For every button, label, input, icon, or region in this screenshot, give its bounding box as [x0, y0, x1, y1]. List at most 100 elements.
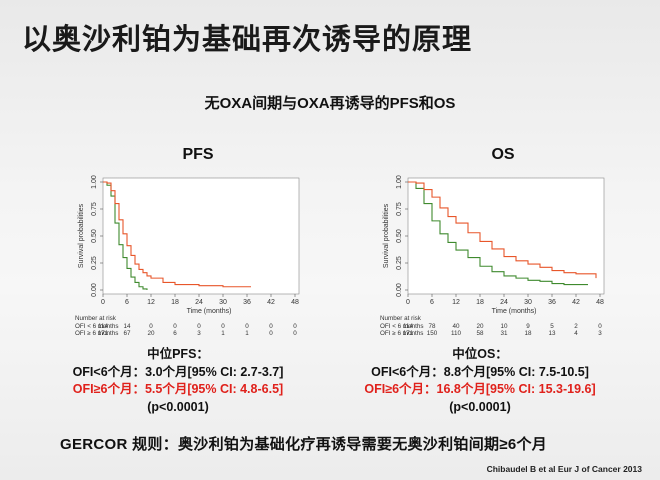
pfs-risk-value: 0: [269, 330, 273, 337]
pfs-x-axis-label: Time (months): [187, 308, 232, 315]
pfs-y-axis-label: Survival probabilities: [78, 203, 85, 268]
pfs-risk-row-label: OFI ≥ 6 months: [75, 330, 118, 337]
pfs-y-tick-label: 1.00: [91, 175, 98, 189]
os-risk-value: 110: [451, 330, 462, 337]
os-x-tick-label: 0: [406, 299, 410, 306]
os-chart-svg: 0.00 0.25 0.50 0.75 1.00 Survival probabiliti…: [380, 175, 605, 337]
pfs-x-tick-label: 0: [101, 299, 105, 306]
os-x-tick-label: 24: [500, 299, 508, 306]
pfs-risk-value: 1: [221, 330, 225, 337]
os-risk-value: 171: [403, 330, 414, 337]
os-x-tick-label: 48: [596, 299, 604, 306]
os-stats-short: OFI<6个月：8.8个月[95% CI: 7.5-10.5]: [371, 364, 589, 379]
pfs-stats-pvalue: (p<0.0001): [147, 399, 209, 414]
pfs-risk-value: 171: [98, 330, 109, 337]
pfs-x-tick-label: 6: [125, 299, 129, 306]
os-risk-value: 13: [548, 330, 556, 337]
pfs-risk-value: 20: [147, 330, 155, 337]
pfs-x-tick-label: 48: [291, 299, 299, 306]
os-risk-value: 40: [452, 323, 460, 330]
pfs-stats-long: OFI≥6个月：5.5个月[95% CI: 4.8-6.5]: [72, 382, 284, 396]
os-x-tick-label: 30: [524, 299, 532, 306]
pfs-risk-value: 114: [98, 323, 109, 330]
os-risk-header: Number at risk: [380, 315, 422, 322]
os-curve-ofi-ge6: [408, 181, 597, 279]
os-x-tick-label: 36: [548, 299, 556, 306]
pfs-median-summary: 中位PFS： OFI<6个月：3.0个月[95% CI: 2.7-3.7] OF…: [48, 346, 308, 416]
pfs-stats-short: OFI<6个月：3.0个月[95% CI: 2.7-3.7]: [72, 364, 284, 379]
os-plot-frame: [407, 177, 605, 295]
os-risk-value: 31: [500, 330, 508, 337]
os-stats-long: OFI≥6个月：16.8个月[95% CI: 15.3-19.6]: [364, 382, 596, 396]
slide-title: 以奥沙利铂为基础再次诱导的原理: [22, 22, 473, 56]
pfs-x-tick-label: 36: [243, 299, 251, 306]
os-stats-pvalue: (p<0.0001): [449, 399, 511, 414]
pfs-x-tick-label: 30: [219, 299, 227, 306]
os-chart: 0.00 0.25 0.50 0.75 1.00 Survival probabiliti…: [378, 146, 628, 340]
os-y-tick-label: 1.00: [396, 175, 403, 189]
os-y-axis-label: Survival probabilities: [383, 203, 390, 268]
pfs-curve-ofi-lt6: [103, 181, 148, 290]
pfs-x-tick-label: 24: [195, 299, 203, 306]
pfs-stats-heading: 中位PFS：: [147, 347, 209, 361]
gercor-rule-note: GERCOR 规则：奥沙利铂为基础化疗再诱导需要无奥沙利铂间期≥6个月: [60, 436, 548, 453]
pfs-y-tick-label: 0.00: [91, 283, 98, 297]
os-risk-value: 114: [403, 323, 414, 330]
os-median-summary: 中位OS： OFI<6个月：8.8个月[95% CI: 7.5-10.5] OF…: [350, 346, 610, 416]
pfs-x-tick-label: 42: [267, 299, 275, 306]
pfs-risk-value: 14: [123, 323, 131, 330]
pfs-y-tick-label: 0.75: [91, 202, 98, 216]
os-risk-value: 78: [428, 323, 436, 330]
pfs-chart: 0.00 0.25 0.50 0.75 1.00 Survival probabiliti…: [73, 146, 323, 340]
os-x-tick-label: 42: [572, 299, 580, 306]
os-risk-value: 2: [574, 323, 578, 330]
os-risk-value: 0: [598, 323, 602, 330]
os-risk-value: 5: [550, 323, 554, 330]
pfs-risk-value: 3: [197, 330, 201, 337]
pfs-y-tick-label: 0.25: [91, 256, 98, 270]
pfs-risk-value: 0: [293, 330, 297, 337]
os-x-tick-label: 12: [452, 299, 460, 306]
pfs-risk-header: Number at risk: [75, 315, 117, 322]
os-x-axis-label: Time (months): [492, 308, 537, 315]
os-risk-row-label: OFI ≥ 6 months: [380, 330, 423, 337]
pfs-risk-value: 0: [269, 323, 273, 330]
pfs-risk-value: 1: [245, 330, 249, 337]
os-risk-value: 20: [476, 323, 484, 330]
os-curve-ofi-lt6: [408, 181, 588, 286]
pfs-plot-frame: [102, 177, 300, 295]
os-risk-value: 150: [427, 330, 438, 337]
pfs-risk-value: 0: [149, 323, 153, 330]
pfs-risk-row-label: OFI < 6 months: [75, 323, 119, 330]
pfs-risk-value: 0: [293, 323, 297, 330]
citation: Chibaudel B et al Eur J of Cancer 2013: [486, 464, 642, 474]
pfs-x-tick-label: 12: [147, 299, 155, 306]
os-risk-value: 18: [524, 330, 532, 337]
pfs-curve-ofi-ge6: [103, 181, 251, 288]
os-stats-heading: 中位OS：: [452, 347, 508, 361]
os-risk-row-label: OFI < 6 months: [380, 323, 424, 330]
pfs-chart-svg: 0.00 0.25 0.50 0.75 1.00 Survival probabiliti…: [75, 175, 300, 337]
pfs-risk-value: 0: [221, 323, 225, 330]
os-y-tick-label: 0.00: [396, 283, 403, 297]
pfs-x-tick-label: 18: [171, 299, 179, 306]
os-risk-value: 10: [500, 323, 508, 330]
os-y-tick-label: 0.75: [396, 202, 403, 216]
os-y-tick-label: 0.50: [396, 229, 403, 243]
os-risk-value: 3: [598, 330, 602, 337]
os-x-tick-label: 6: [430, 299, 434, 306]
os-y-tick-label: 0.25: [396, 256, 403, 270]
pfs-chart-title: PFS: [182, 146, 214, 163]
pfs-risk-value: 0: [173, 323, 177, 330]
os-risk-value: 58: [476, 330, 484, 337]
pfs-risk-value: 6: [173, 330, 177, 337]
pfs-risk-value: 67: [123, 330, 131, 337]
os-chart-title: OS: [491, 146, 515, 163]
pfs-y-tick-label: 0.50: [91, 229, 98, 243]
os-risk-value: 4: [574, 330, 578, 337]
slide-subtitle: 无OXA间期与OXA再诱导的PFS和OS: [204, 95, 456, 112]
pfs-risk-value: 0: [197, 323, 201, 330]
os-risk-value: 9: [526, 323, 530, 330]
os-x-tick-label: 18: [476, 299, 484, 306]
pfs-risk-value: 0: [245, 323, 249, 330]
